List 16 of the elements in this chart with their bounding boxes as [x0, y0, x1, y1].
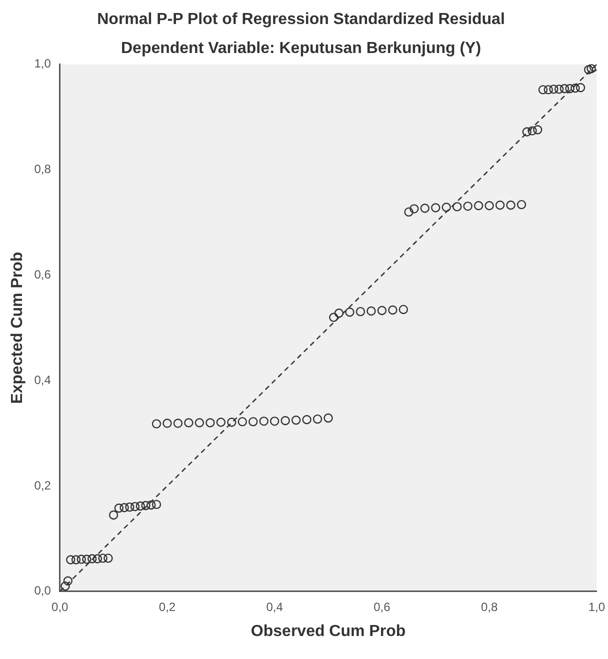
chart-subtitle: Dependent Variable: Keputusan Berkunjung (Y)	[120, 40, 482, 58]
y-tick-label: 0,2	[34, 478, 52, 492]
x-axis-title: Observed Cum Prob	[250, 622, 406, 640]
x-tick-label: 0,2	[158, 600, 176, 614]
x-tick-label: 0,8	[480, 600, 498, 614]
y-tick-label: 1,0	[34, 56, 52, 71]
x-tick-label: 0,0	[52, 600, 69, 614]
chart-title: Normal P-P Plot of Regression Standardized Residual	[97, 11, 505, 28]
y-tick-label: 0,0	[34, 584, 52, 598]
y-axis-title: Expected Cum Prob	[9, 252, 26, 404]
x-tick-label: 0,4	[266, 600, 284, 614]
y-tick-label: 0,8	[34, 162, 52, 176]
x-tick-label: 1,0	[588, 600, 606, 614]
x-tick-label: 0,6	[374, 600, 391, 614]
y-tick-label: 0,6	[34, 268, 52, 282]
y-tick-label: 0,4	[34, 372, 52, 387]
